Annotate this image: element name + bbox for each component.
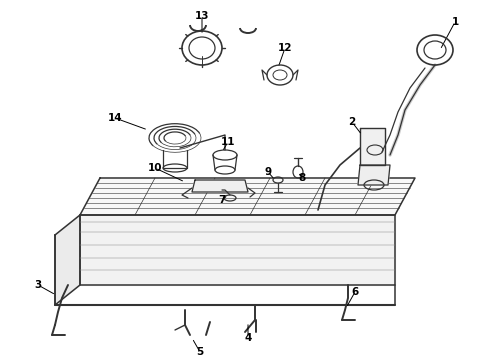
- Text: 11: 11: [221, 137, 235, 147]
- Text: 12: 12: [278, 43, 292, 53]
- Polygon shape: [360, 128, 385, 165]
- Text: 14: 14: [108, 113, 122, 123]
- Polygon shape: [80, 178, 415, 215]
- Text: 2: 2: [348, 117, 356, 127]
- Polygon shape: [358, 165, 390, 185]
- Text: 10: 10: [148, 163, 162, 173]
- Text: 9: 9: [265, 167, 271, 177]
- Text: 3: 3: [34, 280, 42, 290]
- Text: 6: 6: [351, 287, 359, 297]
- Polygon shape: [55, 215, 80, 305]
- Text: 4: 4: [245, 333, 252, 343]
- Text: 7: 7: [219, 195, 226, 205]
- Text: 5: 5: [196, 347, 204, 357]
- Text: 8: 8: [298, 173, 306, 183]
- Text: 1: 1: [451, 17, 459, 27]
- Polygon shape: [192, 180, 248, 192]
- Polygon shape: [80, 215, 395, 285]
- Text: 13: 13: [195, 11, 209, 21]
